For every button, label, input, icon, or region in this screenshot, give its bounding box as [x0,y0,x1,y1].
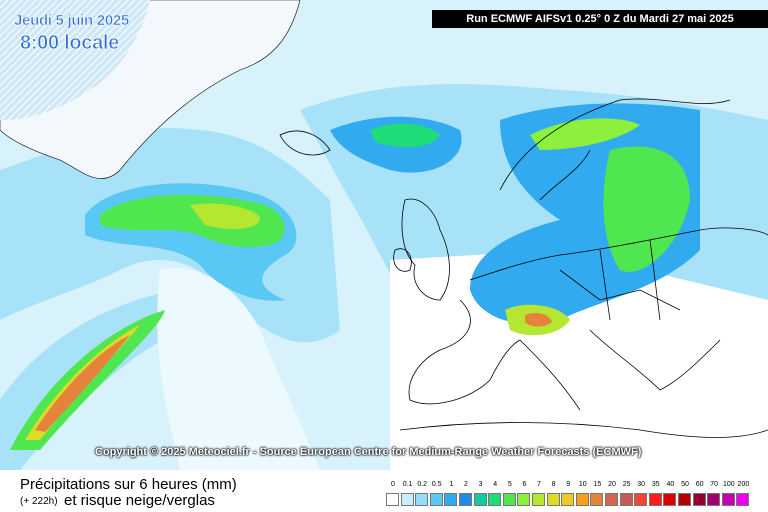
legend-label: 9 [566,481,571,488]
legend-label: 5 [507,481,512,488]
rain-area [530,118,640,150]
run-info: Run ECMWF AIFSv1 0.25° 0 Z du Mardi 27 m… [432,10,768,28]
legend-swatch [590,493,604,506]
legend-swatch [561,493,575,506]
rain-area [370,123,440,148]
legend-label: 8 [551,481,556,488]
rain-area [35,335,130,432]
legend-swatch [663,493,677,506]
legend-swatch [634,493,648,506]
legend-swatch [400,493,414,506]
legend-swatch [444,493,458,506]
legend-label: 2 [464,481,468,488]
legend-swatch [386,493,399,506]
dry-area [157,268,320,470]
legend-label: 60 [695,481,704,488]
legend-swatch [619,493,633,506]
legend-title: Précipitations sur 6 heures (mm) [20,476,237,493]
legend-label: 7 [537,481,541,488]
legend-swatch [415,493,429,506]
legend-swatch [532,493,545,506]
legend-label: 0.5 [431,481,442,488]
legend-swatch [721,493,735,506]
legend-label: 6 [522,481,527,488]
legend-label: 0.2 [417,481,428,488]
legend-label: 70 [710,481,719,488]
legend-swatch [546,493,560,506]
snow-zone [0,0,150,120]
forecast-date: Jeudi 5 juin 2025 [14,12,130,30]
forecast-time: 8:00 locale [20,32,120,55]
legend-label: 30 [637,481,646,488]
legend-label: 40 [666,481,675,488]
legend-label: 0.1 [402,481,413,488]
legend-label: 20 [608,481,616,488]
legend-swatch [459,493,472,506]
legend-label: 100 [722,481,735,488]
legend-swatch [707,493,721,506]
legend-label: 1 [449,481,454,488]
legend-swatch [605,493,618,506]
legend-label: 3 [478,481,483,488]
legend-swatch [488,493,502,506]
legend-swatch [648,493,662,506]
legend-label: 0 [391,481,395,488]
rain-area [603,146,690,272]
legend-swatch [736,493,750,506]
legend-scale: 0 0.1 0.2 0.5 1 2 3 4 5 6 7 8 9 10 15 20 25 30 35 40 50 60 70 1… [386,481,754,509]
legend-label: 25 [622,481,631,488]
legend-label: 200 [737,481,750,488]
legend-swatch [517,493,531,506]
legend-label: 10 [578,481,587,488]
legend-swatch [692,493,706,506]
coastlines [279,98,768,438]
copyright: Copyright © 2025 Meteociel.fr - Source E… [95,446,642,458]
legend-step: (+ 222h) [20,496,58,507]
legend-swatch [502,493,516,506]
legend-label: 15 [593,481,602,488]
legend-subtitle: et risque neige/verglas [64,492,215,509]
rain-area [525,312,552,327]
legend-swatch [575,493,589,506]
legend-label: 4 [493,481,498,488]
rain-area [190,203,260,230]
precipitation-map [0,0,768,470]
legend-label: 35 [651,481,660,488]
legend-swatch [429,493,443,506]
legend-swatch [678,493,691,506]
legend-swatch [473,493,487,506]
legend-label: 50 [681,481,689,488]
